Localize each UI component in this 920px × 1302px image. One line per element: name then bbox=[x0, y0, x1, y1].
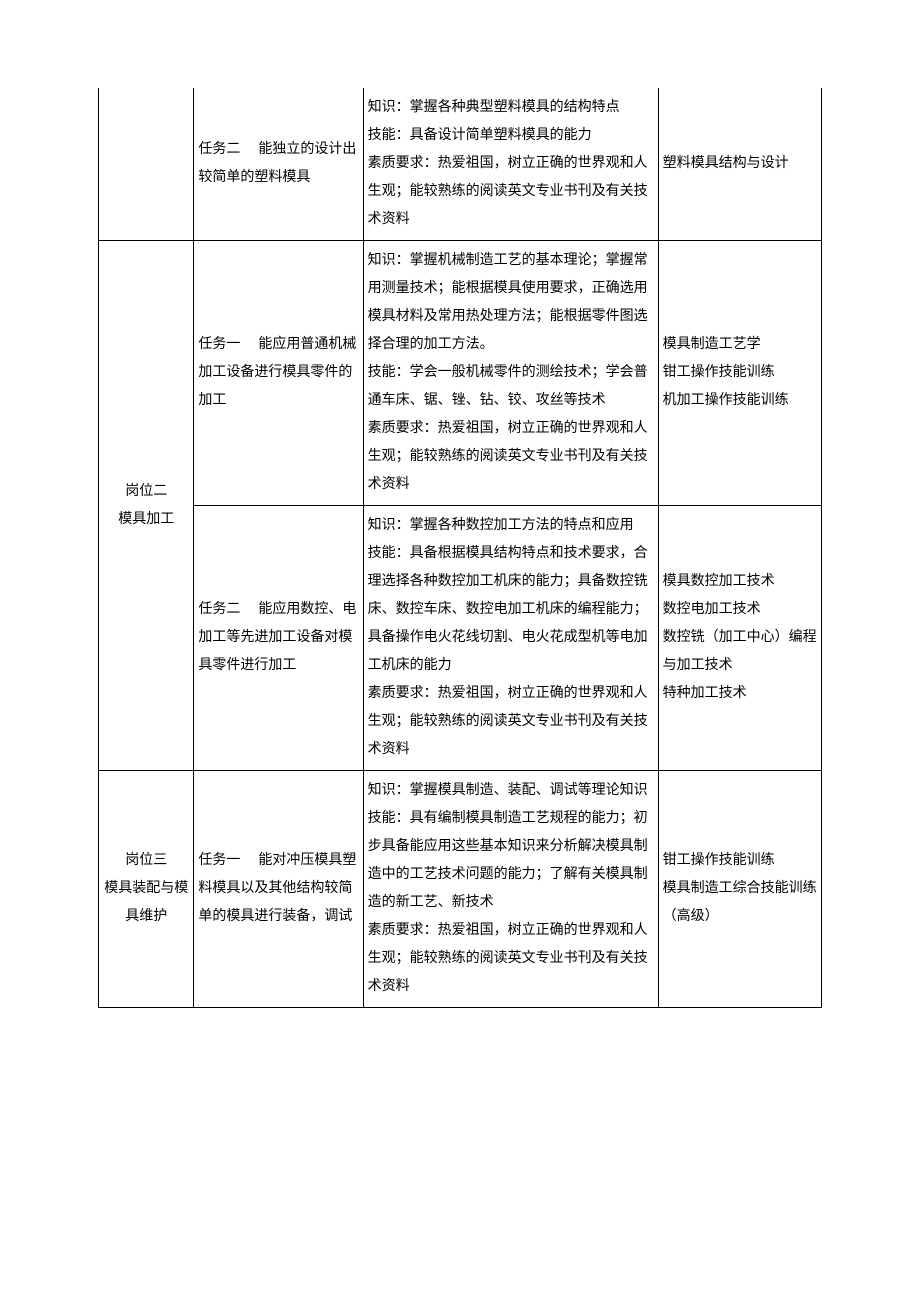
requirements-cell: 知识：掌握各种典型塑料模具的结构特点技能：具备设计简单塑料模具的能力素质要求：热… bbox=[363, 88, 658, 241]
task-cell: 任务二能独立的设计出较简单的塑料模具 bbox=[194, 88, 363, 241]
table-row: 岗位三模具装配与模具维护 任务一能对冲压模具塑料模具以及其他结构较简单的模具进行… bbox=[99, 771, 822, 1008]
table-row: 任务二能独立的设计出较简单的塑料模具 知识：掌握各种典型塑料模具的结构特点技能：… bbox=[99, 88, 822, 241]
requirements-cell: 知识：掌握机械制造工艺的基本理论；掌握常用测量技术；能根据模具使用要求，正确选用… bbox=[363, 241, 658, 506]
post-cell: 岗位二模具加工 bbox=[99, 241, 194, 771]
table-row: 岗位二模具加工 任务一能应用普通机械加工设备进行模具零件的加工 知识：掌握机械制… bbox=[99, 241, 822, 506]
course-cell: 模具制造工艺学钳工操作技能训练机加工操作技能训练 bbox=[658, 241, 821, 506]
task-cell: 任务一能对冲压模具塑料模具以及其他结构较简单的模具进行装备，调试 bbox=[194, 771, 363, 1008]
course-cell: 钳工操作技能训练模具制造工综合技能训练（高级） bbox=[658, 771, 821, 1008]
task-label: 任务一 bbox=[198, 331, 240, 359]
task-label: 任务二 bbox=[198, 136, 240, 164]
task-label: 任务一 bbox=[198, 847, 240, 875]
requirements-cell: 知识：掌握各种数控加工方法的特点和应用技能：具备根据模具结构特点和技术要求，合理… bbox=[363, 506, 658, 771]
course-cell: 模具数控加工技术数控电加工技术数控铣（加工中心）编程与加工技术特种加工技术 bbox=[658, 506, 821, 771]
course-cell: 塑料模具结构与设计 bbox=[658, 88, 821, 241]
task-label: 任务二 bbox=[198, 596, 240, 624]
requirements-cell: 知识：掌握模具制造、装配、调试等理论知识技能：具有编制模具制造工艺规程的能力；初… bbox=[363, 771, 658, 1008]
post-cell: 岗位三模具装配与模具维护 bbox=[99, 771, 194, 1008]
curriculum-table: 任务二能独立的设计出较简单的塑料模具 知识：掌握各种典型塑料模具的结构特点技能：… bbox=[98, 88, 822, 1008]
task-cell: 任务二能应用数控、电加工等先进加工设备对模具零件进行加工 bbox=[194, 506, 363, 771]
task-cell: 任务一能应用普通机械加工设备进行模具零件的加工 bbox=[194, 241, 363, 506]
post-cell bbox=[99, 88, 194, 241]
table-row: 任务二能应用数控、电加工等先进加工设备对模具零件进行加工 知识：掌握各种数控加工… bbox=[99, 506, 822, 771]
